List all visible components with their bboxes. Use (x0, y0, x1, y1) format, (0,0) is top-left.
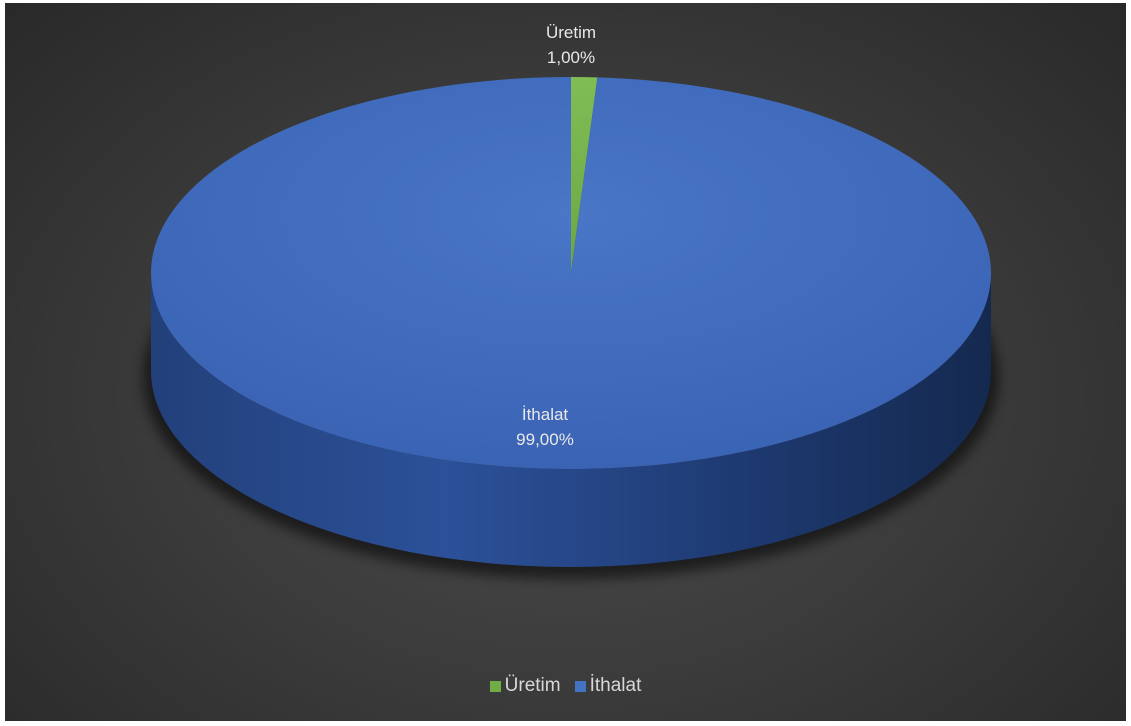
legend-item-ithalat: İthalat (574, 675, 642, 697)
slice-uretim (571, 77, 598, 273)
slice-ithalat (150, 77, 991, 470)
legend-swatch-uretim (489, 680, 501, 692)
data-label-name-uretim: Üretim (546, 23, 596, 42)
pie-chart: Üretim 1,00% İthalat 99,00% (143, 23, 999, 579)
legend-swatch-ithalat (574, 680, 586, 692)
data-label-value-ithalat: 99,00% (516, 430, 574, 449)
legend-item-uretim: Üretim (489, 675, 561, 697)
data-label-value-uretim: 1,00% (547, 48, 595, 67)
legend: Üretim İthalat (5, 675, 1126, 697)
legend-label-ithalat: İthalat (589, 675, 642, 696)
slice-side-ithalat (151, 273, 991, 567)
chart-area: Üretim 1,00% İthalat 99,00% Üretim İthalat (5, 3, 1126, 721)
legend-label-uretim: Üretim (504, 675, 561, 696)
data-label-name-ithalat: İthalat (522, 405, 569, 424)
